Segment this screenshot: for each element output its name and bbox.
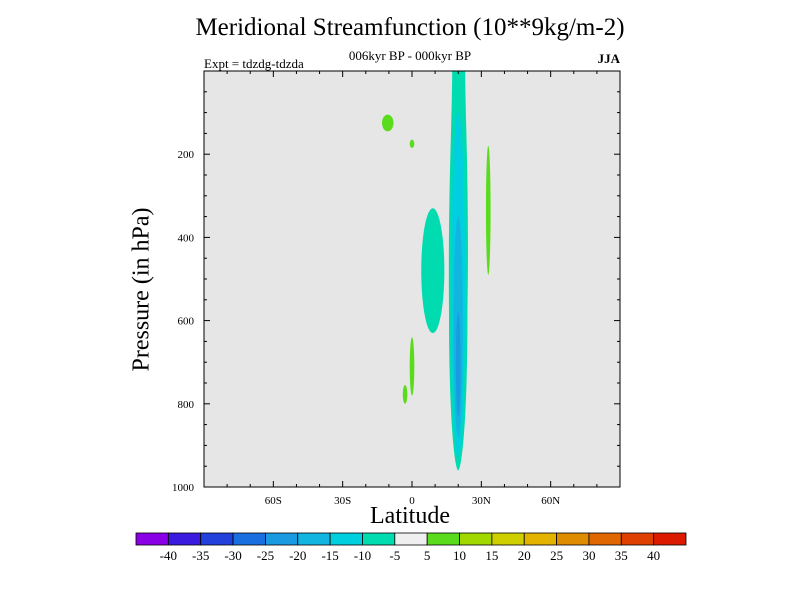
colorbar-label: -20 (289, 548, 306, 563)
colorbar-label: -25 (257, 548, 274, 563)
colorbar-label: 40 (647, 548, 660, 563)
colorbar-label: 30 (582, 548, 595, 563)
colorbar-swatch (265, 532, 299, 546)
colorbar-swatch (426, 532, 460, 546)
chart-title: Meridional Streamfunction (10**9kg/m-2) (195, 14, 625, 41)
colorbar-label: -40 (160, 548, 177, 563)
y-axis-label: Pressure (in hPa) (128, 207, 155, 372)
y-tick-label: 200 (178, 149, 195, 161)
colorbar-swatch (653, 532, 687, 546)
colorbar-swatch (394, 532, 428, 546)
colorbar-label: 35 (615, 548, 628, 563)
positive-cell-lower-a (409, 337, 415, 396)
positive-cell-small-sh (409, 139, 415, 148)
colorbar-swatch (329, 532, 363, 546)
x-tick-label: 30S (334, 495, 351, 507)
colorbar-swatch (556, 532, 590, 546)
core-negative-deep (455, 312, 461, 417)
colorbar-label: -5 (389, 548, 400, 563)
colorbar-label: -15 (321, 548, 338, 563)
colorbar-swatch (491, 532, 525, 546)
colorbar-label: 15 (485, 548, 498, 563)
y-tick-label: 1000 (172, 482, 195, 494)
colorbar-label: 5 (424, 548, 431, 563)
plot-background (204, 71, 620, 487)
positive-cell-lower-b (402, 385, 408, 404)
colorbar-swatch (297, 532, 331, 546)
experiment-label: Expt = tdzdg-tdzda (204, 56, 304, 71)
y-tick-label: 600 (178, 316, 195, 328)
colorbar-swatch (588, 532, 622, 546)
positive-cell-upper-sh (381, 114, 394, 132)
colorbar-label: 25 (550, 548, 563, 563)
colorbar-swatch (523, 532, 557, 546)
x-tick-label: 0 (409, 495, 415, 507)
y-tick-label: 400 (178, 232, 195, 244)
colorbar-swatch (232, 532, 266, 546)
colorbar-label: -30 (224, 548, 241, 563)
positive-cell-nh (485, 145, 491, 275)
x-tick-label: 60N (541, 495, 560, 507)
colorbar-label: 10 (453, 548, 466, 563)
season-label: JJA (597, 51, 620, 66)
colorbar-swatch (620, 532, 655, 546)
colorbar-swatch (362, 532, 396, 546)
y-tick-label: 800 (178, 399, 195, 411)
colorbar-swatch (167, 532, 202, 546)
x-tick-label: 30N (472, 495, 491, 507)
colorbar-label: -10 (354, 548, 371, 563)
colorbar-label: -35 (192, 548, 209, 563)
secondary-negative-cell (421, 208, 445, 334)
chart-subtitle: 006kyr BP - 000kyr BP (348, 48, 472, 63)
x-axis-label: Latitude (370, 503, 450, 529)
x-tick-label: 60S (265, 495, 282, 507)
colorbar-swatch (135, 532, 169, 546)
colorbar-label: 20 (518, 548, 531, 563)
colorbar-swatch (200, 532, 234, 546)
colorbar-swatch (459, 532, 493, 546)
